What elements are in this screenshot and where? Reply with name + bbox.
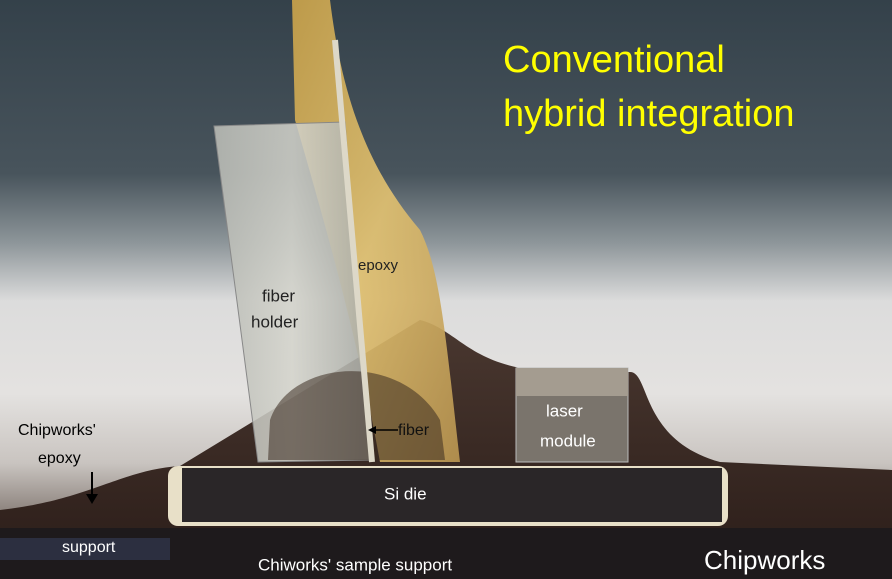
label: holder	[251, 312, 299, 331]
label: Si die	[384, 484, 427, 503]
watermark: Chipworks	[704, 545, 825, 575]
si-die	[182, 468, 722, 522]
label: module	[540, 431, 596, 450]
photo: Conventional hybrid integration epoxy fi…	[0, 0, 892, 579]
title: Conventional	[503, 39, 725, 81]
laser-top	[516, 368, 628, 396]
label: epoxy	[38, 450, 81, 467]
label: fiber	[398, 422, 430, 439]
label: fiber	[262, 286, 295, 305]
page: { "title": {"line1": "Conventional", "li…	[0, 0, 892, 579]
label: epoxy	[358, 257, 399, 274]
label: Chipworks'	[18, 422, 96, 439]
label: Chiworks' sample support	[258, 555, 452, 574]
title: hybrid integration	[503, 93, 795, 135]
label: support	[62, 539, 116, 556]
label: laser	[546, 401, 583, 420]
